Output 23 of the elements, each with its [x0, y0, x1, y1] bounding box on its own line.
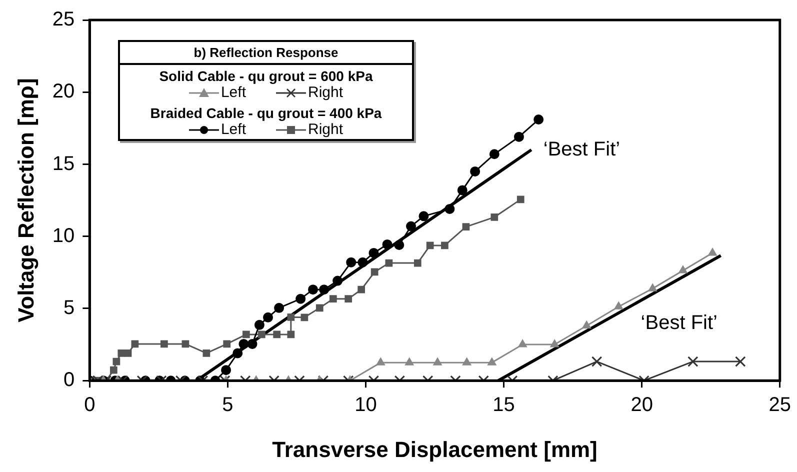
x-tick-label: 5	[222, 394, 234, 416]
legend-title: b) Reflection Response	[192, 44, 340, 62]
series-label: ‘Best Fit’	[640, 312, 718, 334]
x-tick-label: 10	[354, 394, 377, 416]
annotation: Braided Cable - qu grout = 400 kPa	[149, 105, 383, 121]
annotation: Solid Cable - qu grout = 600 kPa	[158, 68, 374, 84]
y-tick-label: 5	[64, 296, 75, 319]
legend-label: Right	[307, 84, 344, 101]
y-tick-label: 0	[64, 369, 75, 392]
x-tick-label: 15	[492, 394, 515, 416]
y-tick-label: 10	[52, 224, 75, 247]
legend-label: Left	[220, 84, 246, 101]
x-tick-label: 25	[768, 394, 791, 416]
y-tick-label: 20	[52, 80, 75, 103]
x-tick-label: 0	[84, 394, 96, 416]
x-axis-title: Transverse Displacement [mm]	[272, 436, 598, 462]
y-axis-title: Voltage Reflection [mρ]	[13, 78, 38, 322]
legend-label: Right	[307, 121, 344, 138]
y-tick-label: 15	[52, 152, 75, 175]
x-tick-label: 20	[630, 394, 653, 416]
y-tick-label: 25	[52, 8, 75, 31]
legend-label: Left	[220, 121, 246, 138]
series-label: ‘Best Fit’	[543, 138, 620, 160]
